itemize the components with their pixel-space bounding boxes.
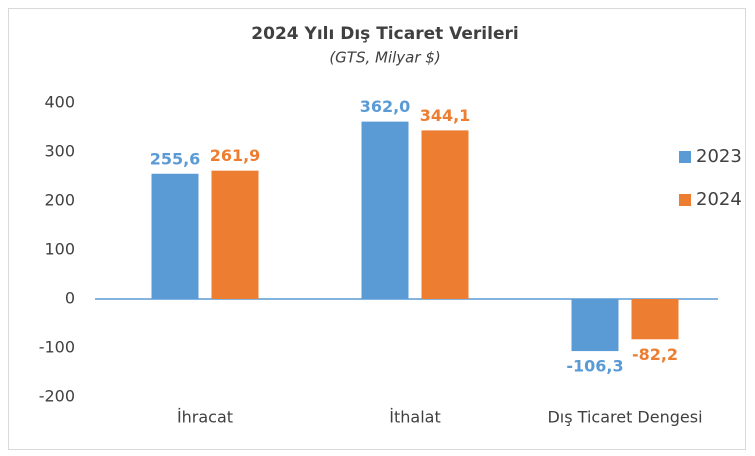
y-tick-label: -100 — [39, 338, 75, 357]
chart-subtitle: (GTS, Milyar $) — [329, 49, 440, 67]
bar — [631, 299, 679, 340]
y-tick-label: -200 — [39, 387, 75, 406]
bar — [421, 130, 469, 299]
value-label: 344,1 — [420, 106, 471, 125]
value-label: -82,2 — [632, 345, 678, 364]
x-tick-label: İhracat — [177, 408, 233, 427]
y-tick-label: 400 — [44, 93, 75, 112]
legend-label: 2023 — [696, 146, 742, 167]
y-tick-label: 100 — [44, 240, 75, 259]
y-tick-label: 200 — [44, 191, 75, 210]
legend-swatch — [679, 151, 691, 163]
bar — [571, 299, 619, 352]
bar — [361, 121, 409, 300]
y-tick-label: 300 — [44, 142, 75, 161]
bar — [211, 170, 259, 299]
y-tick-label: 0 — [65, 289, 75, 308]
x-tick-label: Dış Ticaret Dengesi — [547, 408, 702, 427]
bar — [151, 173, 199, 299]
value-label: 261,9 — [210, 146, 261, 165]
legend-label: 2024 — [696, 189, 742, 210]
chart-title: 2024 Yılı Dış Ticaret Verileri — [251, 24, 518, 44]
value-label: 255,6 — [150, 149, 201, 168]
value-label: -106,3 — [566, 357, 623, 376]
legend-swatch — [679, 194, 691, 206]
x-tick-label: İthalat — [389, 408, 440, 427]
value-label: 362,0 — [360, 97, 411, 116]
